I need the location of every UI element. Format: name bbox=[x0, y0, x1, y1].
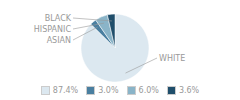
svg-text:WHITE: WHITE bbox=[159, 54, 185, 63]
html-text:3.0%: 3.0% bbox=[98, 85, 119, 95]
html-text:6.0%: 6.0% bbox=[138, 85, 159, 95]
svg-text:ASIAN: ASIAN bbox=[47, 36, 71, 45]
svg-text:HISPANIC: HISPANIC bbox=[34, 25, 72, 34]
html-text:87.4%: 87.4% bbox=[52, 85, 79, 95]
html-text:3.6%: 3.6% bbox=[178, 85, 200, 95]
svg-text:BLACK: BLACK bbox=[45, 14, 72, 23]
